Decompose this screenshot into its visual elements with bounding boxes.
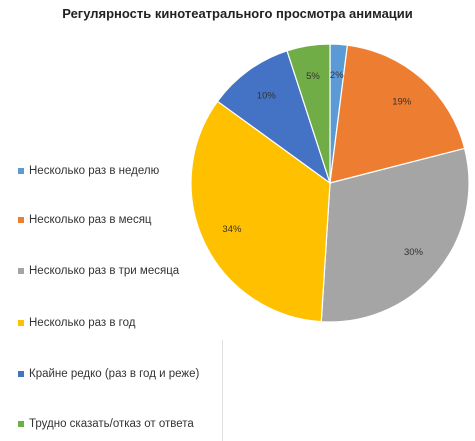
legend-swatch [18,371,24,377]
pie-slice [320,147,470,323]
legend-swatch [18,320,24,326]
legend-item: Крайне редко (раз в год и реже) [18,368,199,380]
legend-item: Несколько раз в три месяца [18,265,179,277]
legend-swatch [18,421,24,427]
legend-swatch [18,168,24,174]
legend-item: Несколько раз в неделю [18,165,159,177]
pie-slice [216,50,332,185]
legend-swatch [18,217,24,223]
pie-slices [190,43,470,323]
legend-swatch [18,268,24,274]
pie-slice-label: 34% [222,224,242,235]
chart-title: Регулярность кинотеатрального просмотра … [62,6,413,21]
legend-label: Трудно сказать/отказ от ответа [29,418,194,430]
pie-slice [286,43,331,184]
legend-item: Несколько раз в год [18,317,135,329]
pie-data-labels: 2% 19% 30% 34% 10% 5% [222,70,423,258]
pie-slice-label: 30% [404,247,424,258]
divider-line [222,340,223,441]
pie-slice-label: 2% [330,70,344,81]
legend-label: Несколько раз в неделю [29,165,160,177]
legend-label: Несколько раз в год [29,317,136,329]
pie-slice-label: 10% [257,90,277,101]
legend-label: Крайне редко (раз в год и реже) [29,368,200,380]
legend-item: Трудно сказать/отказ от ответа [18,418,194,430]
chart-legend: Несколько раз в неделю Несколько раз в ме… [18,165,199,430]
legend-label: Несколько раз в месяц [29,214,152,226]
pie-slice-label: 19% [392,97,412,108]
legend-label: Несколько раз в три месяца [29,265,180,277]
pie-slice [190,100,331,323]
pie-slice [329,44,466,184]
legend-item: Несколько раз в месяц [18,214,152,226]
pie-slice-label: 5% [306,71,320,82]
